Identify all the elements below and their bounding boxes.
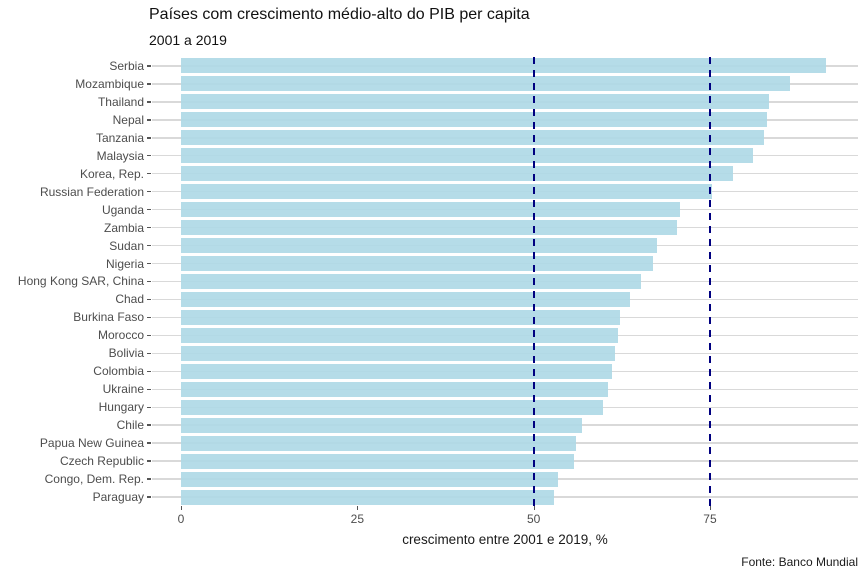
x-tick-label: 25 <box>350 512 365 526</box>
y-tick <box>147 137 151 139</box>
bar <box>181 220 677 236</box>
category-label: Mozambique <box>75 76 144 91</box>
bar <box>181 130 764 146</box>
bar <box>181 76 790 92</box>
x-tick-label: 0 <box>177 512 185 526</box>
y-tick <box>147 496 151 498</box>
y-tick <box>147 191 151 193</box>
category-label: Ukraine <box>102 382 144 397</box>
bar <box>181 417 582 433</box>
reference-line <box>532 57 535 510</box>
category-label: Tanzania <box>95 130 144 145</box>
reference-line <box>708 57 711 510</box>
x-tick <box>357 506 359 510</box>
category-label: Czech Republic <box>59 454 144 469</box>
y-tick <box>147 83 151 85</box>
category-label: Colombia <box>93 364 144 379</box>
category-label: Congo, Dem. Rep. <box>44 472 144 487</box>
y-tick <box>147 262 151 265</box>
bar <box>181 256 653 272</box>
source-caption: Fonte: Banco Mundial <box>741 555 858 569</box>
chart-subtitle: 2001 a 2019 <box>149 32 227 48</box>
y-tick <box>147 155 151 157</box>
bar <box>181 148 754 164</box>
bar <box>181 94 770 110</box>
category-label: Serbia <box>109 58 144 73</box>
category-label: Nigeria <box>105 256 144 271</box>
y-tick <box>147 388 151 390</box>
y-tick <box>147 460 151 462</box>
x-tick-label: 75 <box>703 512 717 526</box>
category-label: Bolivia <box>108 346 144 361</box>
y-tick <box>147 334 151 337</box>
category-label: Burkina Faso <box>73 310 144 325</box>
bar <box>181 381 609 397</box>
y-tick <box>147 280 151 283</box>
y-tick <box>147 226 151 229</box>
bar <box>181 184 713 200</box>
bar <box>181 291 631 307</box>
category-label: Sudan <box>109 238 144 253</box>
bar <box>181 399 604 415</box>
category-label: Zambia <box>103 220 144 235</box>
category-label: Uganda <box>101 202 144 217</box>
bar <box>181 202 681 218</box>
bar <box>181 453 574 469</box>
category-label: Russian Federation <box>39 184 144 199</box>
bar <box>181 345 615 361</box>
y-tick <box>147 244 151 247</box>
category-label: Paraguay <box>92 490 144 504</box>
bar <box>181 274 641 289</box>
category-label: Hong Kong SAR, China <box>17 274 144 289</box>
x-tick-label: 50 <box>526 512 541 526</box>
bar <box>181 58 827 74</box>
y-tick <box>147 424 151 426</box>
category-label: Thailand <box>97 94 144 109</box>
x-axis-title: crescimento entre 2001 e 2019, % <box>402 532 608 547</box>
y-tick <box>147 208 151 211</box>
bar <box>181 489 555 505</box>
bar <box>181 112 768 128</box>
y-tick <box>147 119 151 121</box>
y-tick <box>147 442 151 444</box>
y-tick <box>147 406 151 408</box>
bar <box>181 238 658 254</box>
y-tick <box>147 370 151 372</box>
bar <box>181 363 612 379</box>
bar <box>181 309 620 325</box>
category-label: Chile <box>116 418 144 433</box>
y-tick <box>147 173 151 175</box>
bar <box>181 327 619 343</box>
y-tick <box>147 478 151 480</box>
y-tick <box>147 316 151 319</box>
y-tick <box>147 298 151 301</box>
category-label: Morocco <box>97 328 144 343</box>
category-label: Hungary <box>98 400 144 415</box>
category-label: Korea, Rep. <box>79 166 144 181</box>
bar <box>181 471 558 487</box>
y-tick <box>147 352 151 355</box>
category-label: Nepal <box>112 112 144 127</box>
chart-title: Países com crescimento médio-alto do PIB… <box>149 6 530 23</box>
bar <box>181 435 576 451</box>
x-tick <box>181 506 182 510</box>
y-tick <box>147 65 151 67</box>
plot-panel <box>152 57 858 510</box>
category-label: Papua New Guinea <box>39 436 144 451</box>
y-tick <box>147 101 151 103</box>
category-label: Malaysia <box>96 148 144 163</box>
category-label: Chad <box>115 292 144 307</box>
bar <box>181 166 733 182</box>
y-axis-labels: Serbia Mozambique Thailand Nepal Tanzania Mal… <box>0 57 144 506</box>
